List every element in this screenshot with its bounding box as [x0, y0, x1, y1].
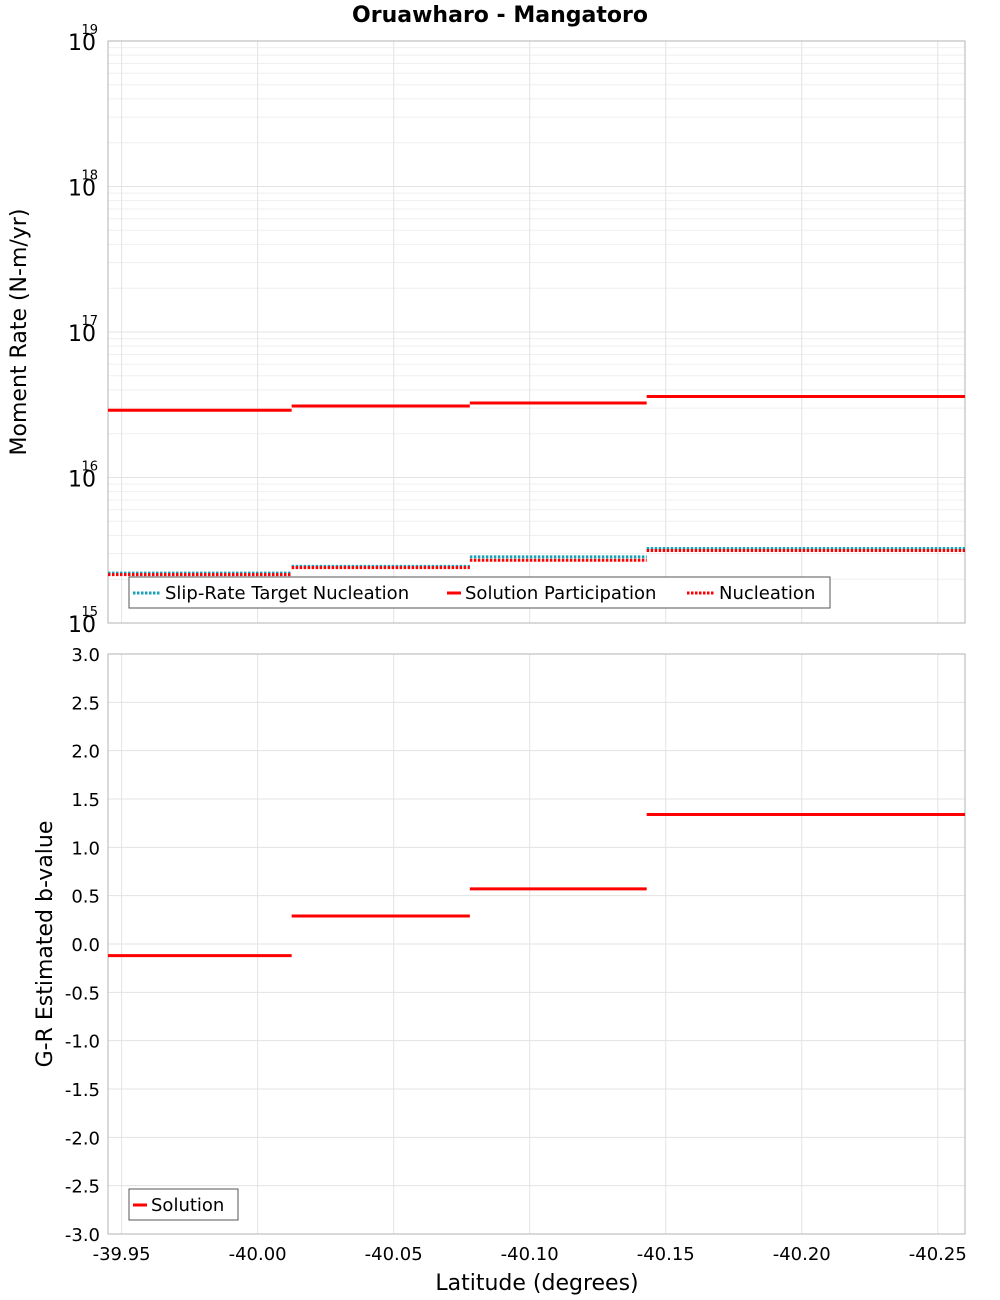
y-tick-label: 3.0 [71, 645, 100, 666]
y-tick-label-base: 10 [68, 613, 96, 638]
x-axis-label: Latitude (degrees) [435, 1271, 638, 1296]
x-tick-label: -40.05 [365, 1244, 423, 1265]
y-tick-label: -0.5 [65, 983, 100, 1004]
b-value-grid [108, 653, 965, 1235]
moment-rate-series [108, 395, 965, 577]
y-tick-label-base: 10 [68, 31, 96, 56]
b-value-plot-frame [107, 653, 966, 1235]
y-tick-label: -1.5 [65, 1080, 100, 1101]
y-tick-label: -2.5 [65, 1177, 100, 1198]
moment-rate-legend: Slip-Rate Target Nucleation Solution Par… [128, 576, 831, 609]
b-value-panel: 3.0 2.5 2.0 1.5 1.0 0.5 0.0 -0.5 -1.0 -1.5 -2.0 -2.… [33, 645, 967, 1296]
x-tick-label: -40.00 [229, 1244, 287, 1265]
y-tick-label: -2.0 [65, 1128, 100, 1149]
moment-rate-grid [108, 40, 965, 624]
b-value-y-axis-label: G-R Estimated b-value [33, 821, 58, 1068]
b-value-legend: Solution [128, 1188, 239, 1221]
legend-label-slip-rate-target-nucleation: Slip-Rate Target Nucleation [165, 583, 409, 604]
y-tick-label-base: 10 [68, 177, 96, 202]
x-tick-label: -40.10 [501, 1244, 559, 1265]
b-value-series [108, 812, 965, 958]
y-tick-label-exponent: 17 [81, 314, 98, 329]
x-tick-label: -40.20 [773, 1244, 831, 1265]
x-tick-label: -39.95 [93, 1244, 151, 1265]
y-tick-label: 2.5 [71, 693, 100, 714]
x-tick-label: -40.25 [909, 1244, 967, 1265]
legend-label-solution: Solution [151, 1195, 224, 1216]
b-value-legend-box [128, 1188, 239, 1221]
y-tick-label: 1.5 [71, 790, 100, 811]
y-tick-label: 2.0 [71, 742, 100, 763]
y-tick-label-exponent: 16 [81, 460, 98, 475]
y-tick-label-exponent: 19 [81, 23, 98, 38]
legend-label-nucleation: Nucleation [719, 583, 815, 604]
b-value-y-ticks: 3.0 2.5 2.0 1.5 1.0 0.5 0.0 -0.5 -1.0 -1.5 -2.0 -2.… [65, 645, 100, 1246]
legend-label-solution-participation: Solution Participation [465, 583, 656, 604]
y-tick-label-base: 10 [68, 468, 96, 493]
y-tick-label: -1.0 [65, 1032, 100, 1053]
y-tick-label: 1.0 [71, 838, 100, 859]
moment-rate-plot-frame [107, 40, 966, 624]
y-tick-label: 0.5 [71, 887, 100, 908]
moment-rate-y-axis-label: Moment Rate (N-m/yr) [7, 209, 32, 456]
y-tick-label-base: 10 [68, 322, 96, 347]
x-tick-label: -40.15 [637, 1244, 695, 1265]
chart-title: Oruawharo - Mangatoro [352, 3, 648, 28]
x-axis-ticks: -39.95 -40.00 -40.05 -40.10 -40.15 -40.20 -40.… [93, 1244, 967, 1265]
y-tick-label-exponent: 18 [81, 169, 98, 184]
y-tick-label: 0.0 [71, 935, 100, 956]
y-tick-label-exponent: 15 [81, 605, 98, 620]
y-tick-label: -3.0 [65, 1225, 100, 1246]
